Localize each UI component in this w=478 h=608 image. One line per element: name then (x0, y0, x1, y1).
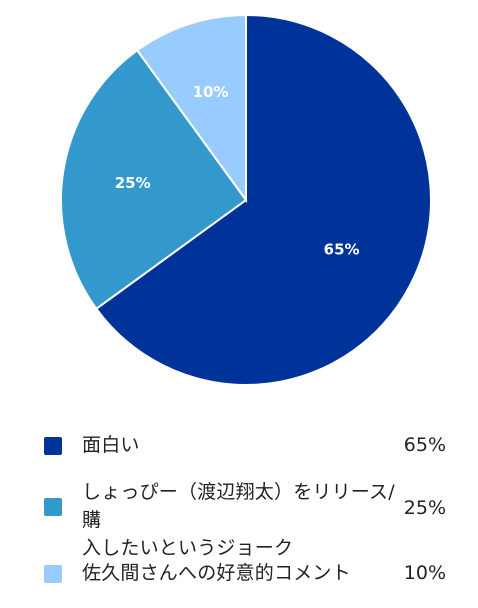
pie-slice-3 (135, 13, 247, 204)
legend-value-2: 25% (403, 497, 446, 519)
legend-item-3: 佐久間さんへの好意的コメント 10% (44, 558, 454, 594)
legend-item-1: 面白い 65% (44, 430, 454, 466)
pie-slice-label-1: 65% (324, 241, 360, 259)
legend-label-1: 面白い (82, 434, 140, 456)
legend-item-2: しょっぴー（渡辺翔太）をリリース/購 入したいというジョーク 25% (44, 478, 454, 559)
pie-slice-label-3: 10% (193, 83, 229, 101)
legend-swatch-3-icon (44, 565, 62, 583)
pie-slice-1 (94, 13, 432, 386)
legend-value-3: 10% (403, 562, 446, 584)
legend-label-3: 佐久間さんへの好意的コメント (82, 562, 351, 584)
legend-swatch-1-icon (44, 437, 62, 455)
pie-slice-2 (60, 48, 248, 311)
pie-slice-label-2: 25% (115, 174, 151, 192)
legend: 面白い 65% しょっぴー（渡辺翔太）をリリース/購 入したいというジョーク 2… (0, 420, 478, 600)
legend-label-2: しょっぴー（渡辺翔太）をリリース/購 入したいというジョーク (82, 481, 395, 559)
legend-value-1: 65% (403, 434, 446, 456)
pie-chart: 65% 25% 10% (60, 13, 432, 386)
pie-chart-svg: 65% 25% 10% (60, 13, 432, 386)
legend-swatch-2-icon (44, 498, 62, 516)
